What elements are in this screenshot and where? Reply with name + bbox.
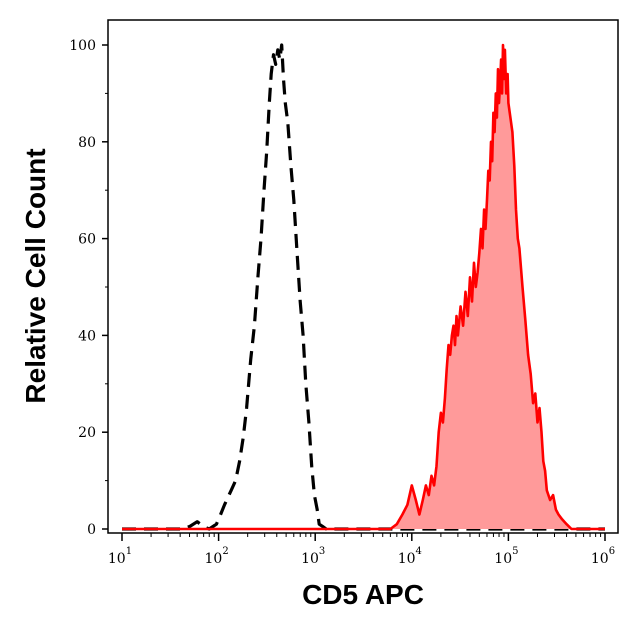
y-tick-label-3: 60 bbox=[78, 232, 96, 248]
x-tick-label-0: 101 bbox=[108, 546, 132, 567]
x-tick-label-4: 105 bbox=[494, 546, 518, 567]
series-2-line bbox=[122, 43, 605, 531]
y-tick-label-2: 40 bbox=[78, 328, 96, 344]
x-tick-label-1: 102 bbox=[204, 546, 228, 567]
x-tick-label-2: 103 bbox=[301, 546, 325, 567]
y-tick-label-5: 100 bbox=[69, 38, 96, 54]
x-axis-title: CD5 APC bbox=[302, 579, 424, 610]
x-tick-label-5: 106 bbox=[591, 546, 615, 567]
series-1-line bbox=[122, 43, 605, 531]
x-tick-label-3: 104 bbox=[398, 546, 422, 567]
y-tick-label-1: 20 bbox=[78, 425, 96, 441]
y-tick-label-0: 0 bbox=[87, 522, 96, 538]
series-2-fill bbox=[122, 45, 605, 529]
series-layer bbox=[122, 43, 605, 531]
axes: 0 20 40 60 80 100 101 102 103 104 105 106 bbox=[69, 19, 619, 567]
y-tick-label-4: 80 bbox=[78, 135, 96, 151]
plot-frame bbox=[107, 19, 619, 534]
y-axis-title: Relative Cell Count bbox=[20, 148, 51, 403]
